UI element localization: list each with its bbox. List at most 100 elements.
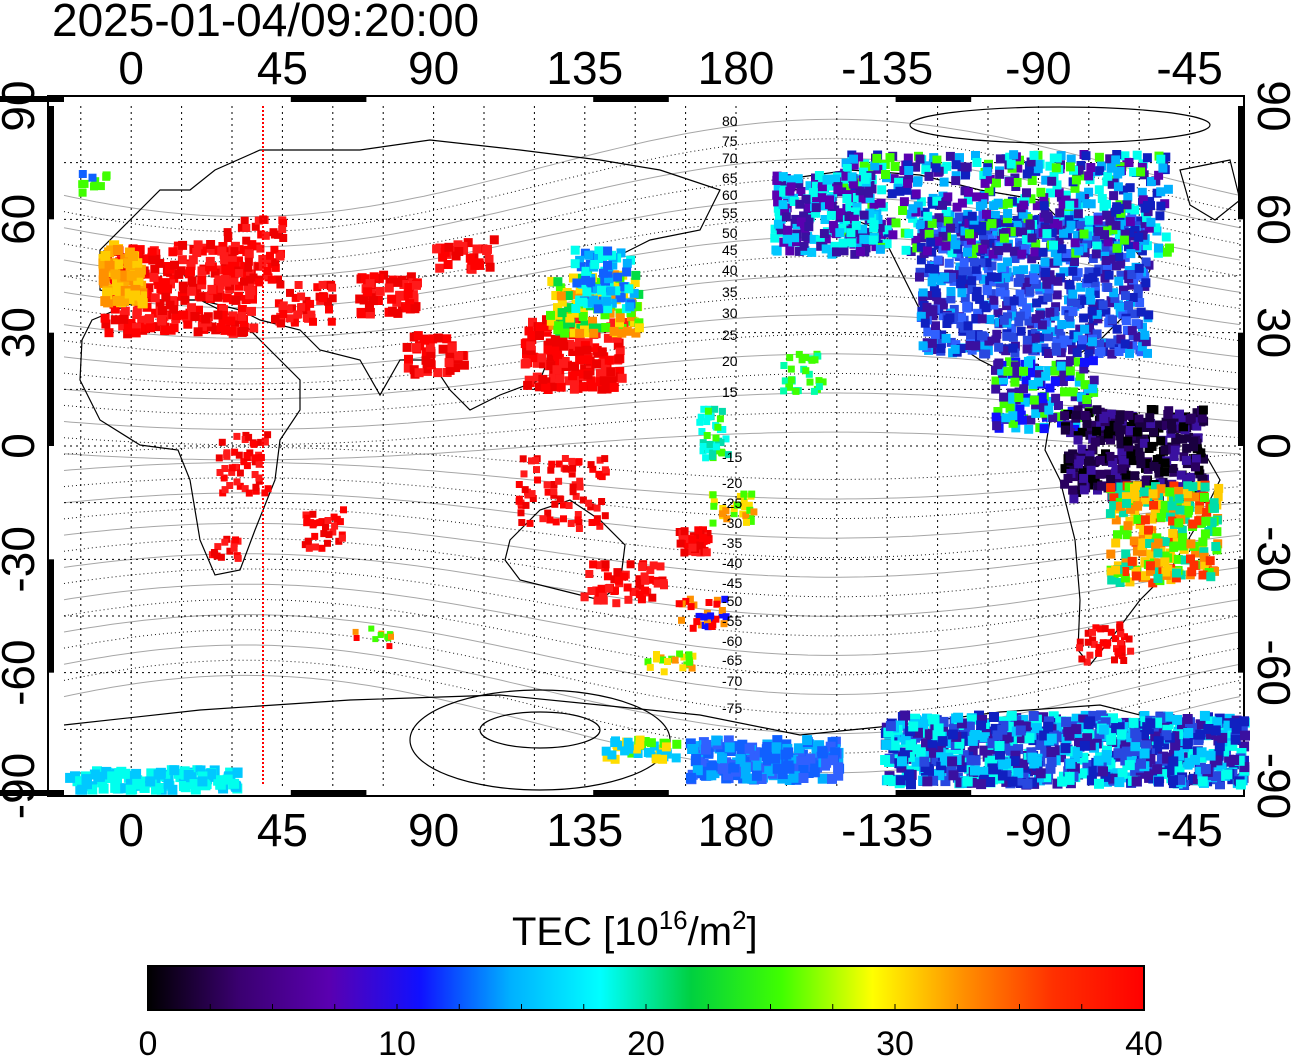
tec-cell [568,347,578,356]
lon-tick-bottom: -45 [1156,804,1222,856]
tec-cell [998,229,1008,239]
tec-cell [1235,779,1246,790]
tec-cell [1080,295,1090,305]
tec-cell [1107,349,1117,359]
tec-cell [955,777,966,788]
tec-cell [1012,178,1022,187]
tec-cell [809,234,819,244]
tec-cell [1039,193,1049,203]
tec-cell [1054,188,1064,198]
tec-cell [559,341,569,351]
tec-cell [385,277,395,287]
tec-cell [787,376,795,384]
tec-cell [1003,296,1013,306]
tec-cell [1143,348,1152,358]
tec-cell [685,772,696,783]
tec-cell [885,721,896,732]
tec-cell [555,283,565,293]
tec-cell [699,447,707,455]
tec-cell [582,345,592,355]
tec-cell [709,449,717,457]
tec-cell [989,295,999,305]
tec-cell [1138,195,1148,205]
tec-cell [1015,289,1025,299]
contour-label: -75 [722,700,742,716]
tec-cell [183,770,194,780]
tec-cell [1019,265,1028,275]
tec-cell [115,290,125,301]
tec-cell [1092,241,1102,251]
tec-cell [718,449,726,457]
tec-cell [704,617,711,625]
tec-cell [403,289,413,299]
tec-cell [586,376,596,386]
tec-cell [1060,464,1070,474]
tec-cell [1133,501,1143,511]
magnetic-contour [63,333,1241,385]
tec-cell [1018,714,1029,725]
tec-cell [876,198,886,208]
tec-cell [1210,566,1219,576]
tec-cell [1077,340,1086,350]
tec-cell [113,259,124,270]
tec-cell [933,723,944,734]
tec-cell [1179,538,1189,548]
tec-cell [414,368,424,378]
tec-cell [1100,771,1111,782]
tec-cell [1140,218,1150,228]
tec-cell [611,286,621,296]
tec-cell [1141,459,1151,468]
tec-cell [784,763,795,774]
tec-cell [742,512,750,520]
tec-cell [615,293,625,303]
tec-cell [702,548,711,557]
tec-cell [849,154,858,164]
tec-cell [895,775,906,786]
tec-cell [1020,194,1030,204]
tec-cell [264,431,272,439]
tec-cell [574,511,582,518]
tec-cell [798,773,809,783]
tec-cell [1122,530,1132,540]
tec-cell [842,194,852,203]
tec-cell [550,488,558,496]
tec-cell [320,530,328,538]
tec-cell [724,451,732,459]
tec-cell [904,770,915,781]
tec-cell [565,313,575,323]
tec-cell [285,314,294,323]
tec-cell [220,256,229,265]
tec-cell [1119,285,1128,295]
tec-cell [318,280,327,289]
tec-cell [900,710,911,721]
tec-cell [992,329,1002,339]
tec-cell [132,258,143,269]
tec-cell [808,188,818,198]
tec-cell [877,185,887,195]
tec-cell [565,502,573,509]
tec-cell [830,241,840,251]
tec-cell [1019,366,1028,376]
tec-cell [1101,750,1112,760]
tec-cell [1078,335,1087,345]
tec-cell [368,296,378,306]
greenland-coastline [1179,159,1241,221]
tec-cell [1009,756,1020,767]
tec-cell [593,596,602,605]
tec-cell [576,477,584,485]
tec-cell [742,773,753,784]
tec-cell [88,173,97,182]
tec-cell [125,778,136,789]
tec-cell [644,658,652,666]
tec-cell [551,500,559,508]
tec-cell [1222,769,1233,780]
tec-cell [671,753,681,763]
tec-cell [254,216,263,225]
tec-cell [81,774,92,785]
tec-cell [251,454,259,462]
tec-cell [1012,369,1022,379]
tec-cell [465,253,475,263]
tec-cell [1122,498,1131,508]
tec-cell [569,290,579,300]
tec-cell [937,736,948,747]
